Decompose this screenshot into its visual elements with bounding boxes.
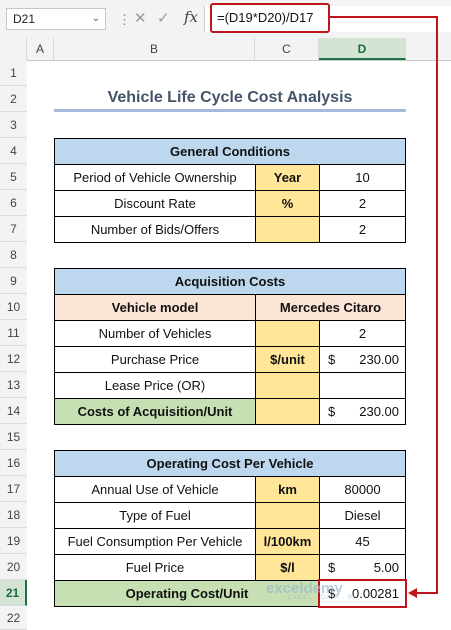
name-box-value: D21 (13, 12, 36, 26)
cell-c5[interactable]: Year (255, 164, 320, 191)
sheet-title: Vehicle Life Cycle Cost Analysis (54, 86, 406, 112)
cell-value: 5.00 (373, 560, 399, 575)
cell-c6[interactable]: % (255, 190, 320, 217)
row-header-10[interactable]: 10 (0, 294, 27, 320)
cell-d6[interactable]: 2 (319, 190, 406, 217)
currency-symbol: $ (328, 404, 336, 419)
column-header-b[interactable]: B (54, 38, 255, 60)
cell-d19[interactable]: 45 (319, 528, 406, 555)
cell-value: 230.00 (359, 404, 399, 419)
cancel-icon[interactable]: ✕ (134, 10, 147, 27)
more-options-icon[interactable]: ⋮ (118, 12, 131, 27)
cell-b13[interactable]: Lease Price (OR) (54, 372, 256, 399)
cell-c19[interactable]: l/100km (255, 528, 320, 555)
chevron-down-icon[interactable]: ⌄ (91, 13, 100, 24)
row-header-13[interactable]: 13 (0, 372, 27, 398)
cell-b20[interactable]: Fuel Price (54, 554, 256, 581)
row-header-21[interactable]: 21 (0, 580, 27, 606)
select-all-corner[interactable] (0, 38, 27, 60)
row-header-9[interactable]: 9 (0, 268, 27, 294)
column-header-d[interactable]: D (319, 38, 406, 60)
row-header-4[interactable]: 4 (0, 138, 27, 164)
cell-b5[interactable]: Period of Vehicle Ownership (54, 164, 256, 191)
general-conditions-header[interactable]: General Conditions (54, 138, 406, 165)
row-header-14[interactable]: 14 (0, 398, 27, 424)
row-header-8[interactable]: 8 (0, 242, 27, 268)
row-header-15[interactable]: 15 (0, 424, 27, 450)
cell-value: 0.00281 (352, 586, 399, 601)
cell-d20[interactable]: $ 5.00 (319, 554, 406, 581)
watermark-logo: exceldemy EXCEL · DATA · BI (266, 580, 356, 601)
cell-c11[interactable] (255, 320, 320, 347)
cell-c10[interactable]: Mercedes Citaro (255, 294, 406, 321)
column-headers: A B C D (0, 38, 451, 61)
cell-d7[interactable]: 2 (319, 216, 406, 243)
row-header-2[interactable]: 2 (0, 86, 27, 112)
row-header-19[interactable]: 19 (0, 528, 27, 554)
cell-d14[interactable]: $ 230.00 (319, 398, 406, 425)
cell-d12[interactable]: $ 230.00 (319, 346, 406, 373)
row-header-5[interactable]: 5 (0, 164, 27, 190)
column-header-a[interactable]: A (27, 38, 54, 60)
cell-c20[interactable]: $/l (255, 554, 320, 581)
cell-c7[interactable] (255, 216, 320, 243)
row-header-12[interactable]: 12 (0, 346, 27, 372)
cell-d17[interactable]: 80000 (319, 476, 406, 503)
cell-b14[interactable]: Costs of Acquisition/Unit (54, 398, 256, 425)
formula-bar: D21 ⌄ ⋮ ✕ ✓ fx =(D19*D20)/D17 (0, 0, 451, 38)
watermark-tagline: EXCEL · DATA · BI (288, 595, 356, 601)
currency-symbol: $ (328, 352, 336, 367)
cell-b11[interactable]: Number of Vehicles (54, 320, 256, 347)
cell-d18[interactable]: Diesel (319, 502, 406, 529)
cell-b17[interactable]: Annual Use of Vehicle (54, 476, 256, 503)
row-header-11[interactable]: 11 (0, 320, 27, 346)
formula-text[interactable]: =(D19*D20)/D17 (210, 3, 330, 33)
currency-symbol: $ (328, 560, 336, 575)
row-header-3[interactable]: 3 (0, 112, 27, 138)
cell-d5[interactable]: 10 (319, 164, 406, 191)
acquisition-costs-header[interactable]: Acquisition Costs (54, 268, 406, 295)
cell-c17[interactable]: km (255, 476, 320, 503)
operating-cost-header[interactable]: Operating Cost Per Vehicle (54, 450, 406, 477)
row-header-20[interactable]: 20 (0, 554, 27, 580)
cell-b19[interactable]: Fuel Consumption Per Vehicle (54, 528, 256, 555)
cell-b10[interactable]: Vehicle model (54, 294, 256, 321)
cell-c12[interactable]: $/unit (255, 346, 320, 373)
watermark-brand: exceldemy (266, 580, 343, 597)
cell-value: 230.00 (359, 352, 399, 367)
cell-b12[interactable]: Purchase Price (54, 346, 256, 373)
name-box[interactable]: D21 ⌄ (6, 8, 106, 30)
cell-c13[interactable] (255, 372, 320, 399)
cell-d11[interactable]: 2 (319, 320, 406, 347)
row-header-1[interactable]: 1 (0, 60, 27, 86)
cell-c18[interactable] (255, 502, 320, 529)
row-header-7[interactable]: 7 (0, 216, 27, 242)
cell-b18[interactable]: Type of Fuel (54, 502, 256, 529)
cell-c14[interactable] (255, 398, 320, 425)
row-header-22[interactable]: 22 (0, 606, 27, 630)
cell-b7[interactable]: Number of Bids/Offers (54, 216, 256, 243)
row-header-17[interactable]: 17 (0, 476, 27, 502)
function-icon[interactable]: fx (184, 8, 199, 26)
enter-icon[interactable]: ✓ (157, 10, 170, 27)
column-header-c[interactable]: C (255, 38, 319, 60)
row-header-16[interactable]: 16 (0, 450, 27, 476)
cell-b21[interactable]: Operating Cost/Unit (54, 580, 320, 607)
row-header-6[interactable]: 6 (0, 190, 27, 216)
cell-d13[interactable] (319, 372, 406, 399)
row-header-18[interactable]: 18 (0, 502, 27, 528)
worksheet-grid[interactable]: Vehicle Life Cycle Cost Analysis General… (27, 60, 451, 630)
cell-b6[interactable]: Discount Rate (54, 190, 256, 217)
